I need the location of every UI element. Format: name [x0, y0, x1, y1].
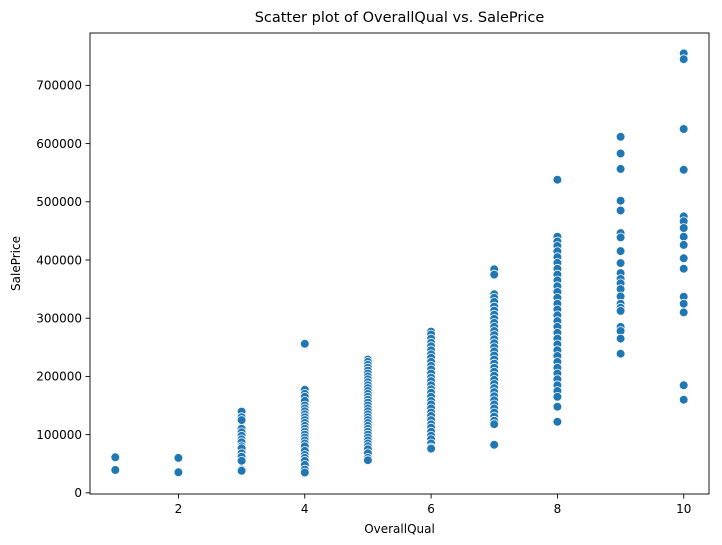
y-tick-label-500000: 500000 — [36, 195, 82, 209]
data-point-185 — [615, 205, 626, 216]
data-point-212 — [678, 263, 689, 274]
data-point-183 — [615, 164, 626, 174]
data-point-178 — [552, 391, 563, 402]
y-tick-label-600000: 600000 — [36, 137, 82, 151]
data-point-217 — [678, 394, 689, 405]
data-point-6 — [236, 415, 247, 425]
x-tick-label-8: 8 — [554, 502, 562, 516]
data-point-45 — [299, 467, 310, 478]
data-point-210 — [678, 240, 689, 250]
x-tick-label-2: 2 — [175, 502, 183, 516]
y-tick-label-700000: 700000 — [36, 79, 82, 93]
data-point-182 — [615, 148, 626, 159]
data-point-0 — [110, 452, 121, 463]
y-tick-label-400000: 400000 — [36, 253, 82, 267]
x-tick-label-10: 10 — [676, 502, 691, 516]
data-point-215 — [678, 307, 689, 318]
y-tick-label-200000: 200000 — [36, 370, 82, 384]
data-point-179 — [552, 401, 563, 412]
data-point-16 — [236, 455, 247, 466]
data-point-112 — [426, 443, 436, 454]
ticks-layer: 2 4 6 8 10 0 100000 200000 300000 400000 500000 600… — [36, 79, 691, 516]
x-tick-label-4: 4 — [301, 502, 309, 516]
data-point-203 — [678, 54, 689, 64]
data-point-200 — [615, 333, 626, 344]
chart-title: Scatter plot of OverallQual vs. SalePric… — [255, 10, 545, 26]
data-point-19 — [299, 338, 310, 349]
plot-frame — [89, 32, 710, 495]
data-point-114 — [489, 269, 500, 280]
y-tick-label-100000: 100000 — [36, 428, 82, 442]
data-point-148 — [489, 439, 500, 450]
data-point-201 — [615, 348, 626, 359]
data-point-149 — [552, 174, 563, 185]
data-point-1 — [110, 465, 121, 475]
data-point-187 — [615, 232, 626, 243]
points-layer — [110, 48, 689, 478]
y-tick-label-300000: 300000 — [36, 312, 82, 326]
data-point-216 — [678, 380, 689, 391]
data-point-180 — [552, 416, 563, 427]
data-point-205 — [678, 165, 689, 175]
data-point-188 — [615, 246, 626, 256]
data-point-184 — [615, 195, 626, 206]
data-point-80 — [363, 455, 373, 466]
data-point-214 — [678, 298, 689, 309]
data-point-189 — [615, 258, 626, 268]
data-point-204 — [678, 124, 689, 134]
y-axis-label: SalePrice — [9, 236, 23, 291]
data-point-181 — [615, 132, 626, 142]
x-tick-label-6: 6 — [427, 502, 435, 516]
y-tick-label-0: 0 — [74, 486, 82, 500]
data-point-2 — [173, 453, 184, 463]
data-point-3 — [173, 467, 184, 478]
data-point-211 — [678, 253, 689, 264]
data-point-18 — [236, 465, 247, 476]
data-point-197 — [615, 306, 626, 316]
x-axis-label: OverallQual — [364, 522, 435, 536]
data-point-147 — [489, 419, 500, 430]
data-point-208 — [678, 223, 689, 233]
data-point-209 — [678, 231, 689, 242]
